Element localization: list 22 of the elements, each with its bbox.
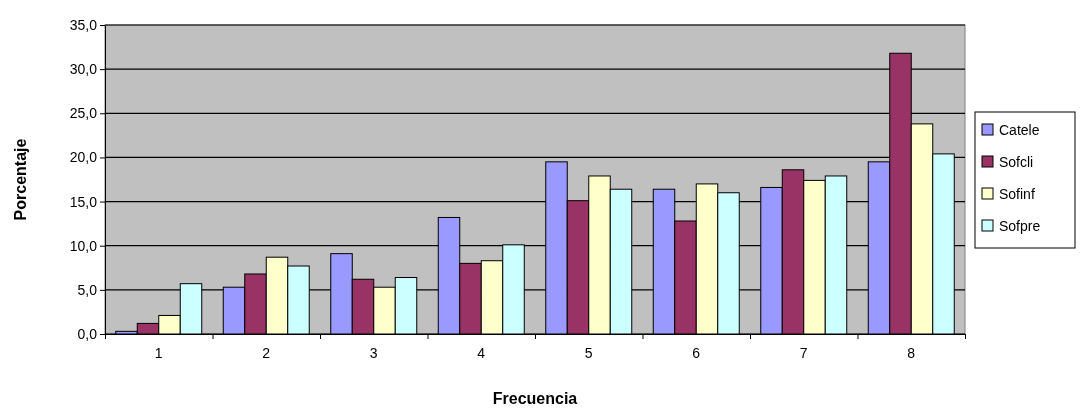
legend-label: Sofpre: [999, 218, 1041, 234]
x-tick-label: 1: [154, 345, 163, 361]
x-axis-title: Frecuencia: [492, 390, 578, 407]
x-tick-label: 6: [692, 345, 701, 361]
legend-label: Catele: [999, 122, 1040, 138]
y-tick-label: 35,0: [69, 16, 98, 33]
x-tick-label: 8: [907, 345, 916, 361]
x-tick-label: 3: [369, 345, 378, 361]
x-tick-label: 5: [584, 345, 593, 361]
y-tick-label: 25,0: [69, 105, 98, 122]
y-tick-label: 5,0: [77, 281, 98, 298]
x-tick-label: 2: [262, 345, 271, 361]
y-tick-label: 0,0: [77, 325, 98, 342]
y-tick-label: 30,0: [69, 61, 98, 78]
legend-label: Sofcli: [999, 154, 1034, 170]
y-tick-label: 20,0: [69, 149, 98, 166]
y-tick-label: 10,0: [69, 237, 98, 254]
y-axis-title: Porcentaje: [12, 138, 29, 221]
x-tick-label: 4: [477, 345, 486, 361]
y-tick-label: 15,0: [69, 193, 98, 210]
legend-label: Sofinf: [999, 186, 1035, 202]
x-tick-label: 7: [799, 345, 808, 361]
